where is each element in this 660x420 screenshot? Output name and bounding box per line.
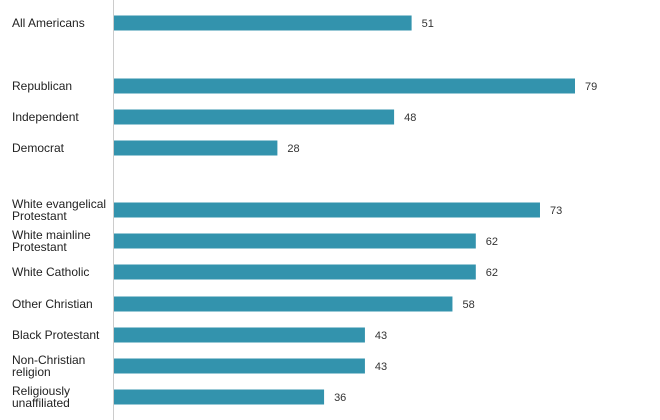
data-label: 48 bbox=[404, 112, 416, 124]
data-label: 51 bbox=[422, 18, 434, 30]
bar bbox=[114, 233, 476, 249]
category-label: Religiously unaffiliated bbox=[12, 384, 70, 410]
data-label: 62 bbox=[486, 267, 498, 279]
category-label: Republican bbox=[12, 79, 72, 93]
bar bbox=[114, 389, 325, 405]
bar bbox=[114, 327, 365, 343]
bar bbox=[114, 109, 395, 125]
data-label: 62 bbox=[486, 236, 498, 248]
bar bbox=[114, 264, 476, 280]
bar bbox=[114, 296, 453, 312]
category-label: White evangelical Protestant bbox=[12, 197, 106, 223]
category-label: Other Christian bbox=[12, 297, 93, 311]
category-label: Black Protestant bbox=[12, 328, 100, 342]
category-label: Independent bbox=[12, 110, 79, 124]
data-label: 58 bbox=[462, 299, 474, 311]
category-label: Non-Christian religion bbox=[12, 353, 85, 379]
category-label: White Catholic bbox=[12, 265, 89, 279]
data-label: 73 bbox=[550, 205, 562, 217]
data-label: 43 bbox=[375, 330, 387, 342]
bar bbox=[114, 140, 278, 156]
category-label: All Americans bbox=[12, 16, 85, 30]
data-label: 79 bbox=[585, 81, 597, 93]
bar bbox=[114, 202, 540, 218]
data-label: 36 bbox=[334, 392, 346, 404]
data-label: 43 bbox=[375, 361, 387, 373]
data-label: 28 bbox=[287, 143, 299, 155]
category-label: Democrat bbox=[12, 141, 65, 155]
bar bbox=[114, 78, 575, 94]
bar bbox=[114, 358, 365, 374]
bar bbox=[114, 15, 412, 31]
category-label: White mainline Protestant bbox=[12, 228, 91, 254]
